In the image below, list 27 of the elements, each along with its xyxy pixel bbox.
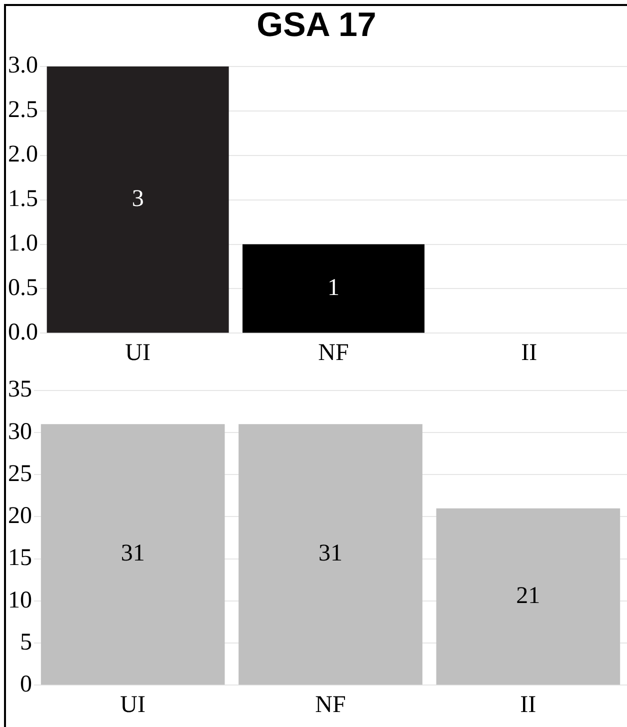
x-tick-label: II <box>520 692 536 718</box>
data-label: 1 <box>328 274 340 301</box>
chart-title: GSA 17 <box>256 6 378 46</box>
y-tick-label: 1.5 <box>8 186 38 212</box>
y-tick-label: 35 <box>8 376 32 403</box>
y-tick-label: 3.0 <box>8 52 38 79</box>
x-tick-label: II <box>521 340 538 366</box>
data-label: 21 <box>516 582 540 609</box>
data-label: 3 <box>132 186 144 212</box>
y-tick-label: 10 <box>8 587 32 614</box>
y-tick-label: 5 <box>20 629 32 656</box>
y-tick-label: 2.0 <box>8 142 38 168</box>
y-tick-label: 30 <box>8 418 32 445</box>
x-tick-label: NF <box>318 340 349 366</box>
data-label: 31 <box>120 540 145 567</box>
x-tick-label: NF <box>315 692 346 718</box>
x-tick-label: UI <box>120 692 146 718</box>
y-tick-label: 0 <box>20 671 32 698</box>
y-tick-label: 1.0 <box>8 230 38 257</box>
y-tick-label: 2.5 <box>8 97 38 124</box>
x-tick-label: UI <box>125 340 150 366</box>
y-tick-label: 0.5 <box>8 275 38 302</box>
y-tick-label: 20 <box>8 503 32 530</box>
y-tick-label: 25 <box>8 460 32 487</box>
y-tick-label: 0.0 <box>8 319 38 346</box>
y-tick-label: 15 <box>8 545 32 572</box>
data-label: 31 <box>318 540 342 567</box>
